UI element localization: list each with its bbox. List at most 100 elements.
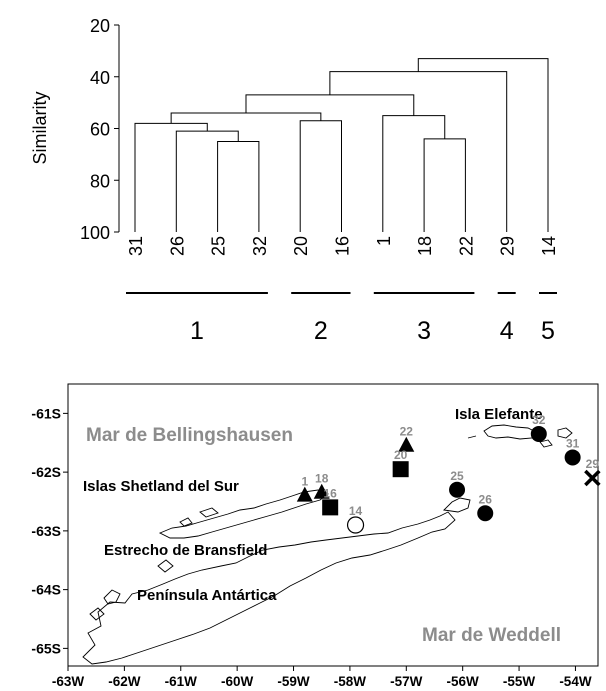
- region-label-bransfield: Estrecho de Bransfield: [104, 542, 267, 559]
- clarence-island-coast: [557, 427, 573, 439]
- dendrogram-leaf-label: 18: [415, 236, 435, 256]
- map-x-tick-label: -61W: [165, 674, 198, 689]
- station-label: 18: [315, 472, 329, 486]
- dendrogram-group-label: 3: [417, 317, 431, 345]
- station-label: 1: [301, 475, 308, 489]
- station-marker-triangle: [398, 436, 415, 452]
- map-x-tick-label: -54W: [559, 674, 592, 689]
- station-marker-cross: [584, 469, 601, 487]
- antarctic-peninsula-coast: [82, 511, 456, 665]
- gibbs-island-coast: [539, 439, 553, 448]
- dendrogram-group-label: 1: [190, 317, 204, 345]
- station-16: 16: [322, 486, 339, 516]
- dendrogram-link: [417, 58, 549, 232]
- dendrogram-leaf-label: 22: [456, 236, 476, 256]
- map-x-tick-label: -59W: [277, 674, 310, 689]
- map-y-tick-label: -63S: [31, 523, 61, 539]
- livingston-island-coast: [199, 507, 219, 518]
- map-x-tick-label: -60W: [221, 674, 254, 689]
- station-32: 32: [530, 413, 547, 442]
- dendrogram-link: [382, 115, 446, 232]
- coastline: [82, 424, 573, 665]
- station-label: 22: [400, 425, 414, 439]
- station-26: 26: [477, 492, 494, 522]
- region-label-bellingshausen: Mar de Bellingshausen: [86, 425, 293, 446]
- dendrogram-link: [134, 122, 208, 232]
- region-label-elefante: Isla Elefante: [455, 406, 543, 423]
- map-frame: [67, 383, 599, 667]
- station-20: 20: [392, 448, 409, 478]
- dendrogram-link: [170, 112, 322, 124]
- station-marker-circle: [530, 425, 547, 442]
- dendrogram-leaf-label: 29: [498, 236, 518, 256]
- anvers-island-coast: [89, 607, 105, 621]
- dendrogram-leaf-label: 20: [291, 236, 311, 256]
- region-label-weddell: Mar de Weddell: [422, 625, 561, 646]
- dendrogram-leaf-label: 25: [209, 236, 229, 256]
- dendrogram-link: [175, 130, 239, 232]
- dendrogram-link: [217, 140, 260, 232]
- smith-island-coast: [179, 517, 193, 527]
- dendrogram-y-tick-label: 80: [90, 171, 110, 191]
- station-marker-triangle: [313, 483, 330, 499]
- dendrogram-leaf-label: 1: [374, 236, 394, 246]
- dendrogram-link: [423, 138, 466, 232]
- map-x-axis: -63W -62W -61W -60W -59W -58W -57W -56W -55W -54W: [52, 666, 592, 689]
- dendrogram-leaf-label: 32: [250, 236, 270, 256]
- dendrogram-y-ticks: 20 40 60 80 100: [80, 16, 119, 243]
- map-x-tick-label: -57W: [390, 674, 423, 689]
- joinville-island-coast: [443, 497, 471, 513]
- station-label: 31: [566, 436, 580, 450]
- station-31: 31: [564, 436, 581, 466]
- dendrogram-y-axis-label: Similarity: [30, 91, 50, 164]
- map-y-tick-label: -65S: [31, 640, 61, 656]
- dendrogram-y-tick-label: 20: [90, 16, 110, 36]
- station-label: 29: [586, 457, 600, 471]
- south-shetland-islands-coast: [158, 489, 329, 539]
- map-y-tick-label: -64S: [31, 582, 61, 598]
- station-22: 22: [398, 425, 415, 452]
- dendrogram-y-tick-label: 40: [90, 68, 110, 88]
- station-map: -63W -62W -61W -60W -59W -58W -57W -56W -55W -54W…: [31, 383, 601, 689]
- dendrogram-leaf-label: 16: [333, 236, 353, 256]
- dendrogram-link: [329, 71, 508, 232]
- station-1: 1: [296, 475, 313, 502]
- station-29: 29: [584, 457, 601, 487]
- dendrogram-group-label: 5: [541, 317, 555, 345]
- station-marker-circle: [477, 505, 494, 522]
- station-marker-square: [322, 499, 339, 516]
- station-label: 26: [479, 492, 493, 506]
- dendrogram-link: [299, 120, 342, 232]
- map-x-tick-label: -62W: [108, 674, 141, 689]
- map-x-tick-label: -56W: [447, 674, 480, 689]
- station-label: 25: [450, 469, 464, 483]
- station-label: 16: [324, 486, 338, 500]
- map-y-axis: -61S -62S -63S -64S -65S: [31, 405, 68, 656]
- region-label-peninsula: Península Antártica: [137, 587, 277, 604]
- map-region-labels: Mar de Bellingshausen Mar de Weddell Isl…: [83, 406, 561, 646]
- dendrogram-leaf-labels: 31 26 25 32 20 16 1 18 22 29 14: [126, 236, 559, 256]
- station-label: 32: [532, 413, 546, 427]
- map-x-tick-label: -63W: [52, 674, 85, 689]
- dendrogram-leaf-label: 14: [539, 236, 559, 256]
- map-y-tick-label: -61S: [31, 405, 61, 421]
- station-marker-triangle: [296, 486, 313, 502]
- trinity-island-coast: [157, 559, 174, 573]
- dendrogram-group-label: 4: [500, 317, 514, 345]
- station-marker-circle: [449, 481, 466, 498]
- map-x-tick-label: -55W: [503, 674, 536, 689]
- cornwallis-island-coast: [467, 435, 477, 439]
- station-14: 14: [346, 504, 365, 534]
- station-18: 18: [313, 472, 330, 499]
- station-marker-circle: [564, 449, 581, 466]
- brabant-island-coast: [103, 589, 121, 605]
- dendrogram-y-tick-label: 100: [80, 223, 110, 243]
- dendrogram-group-label: 2: [314, 317, 328, 345]
- station-label: 14: [349, 504, 363, 518]
- dendrogram-leaf-label: 31: [126, 236, 146, 256]
- dendrogram-y-tick-label: 60: [90, 120, 110, 140]
